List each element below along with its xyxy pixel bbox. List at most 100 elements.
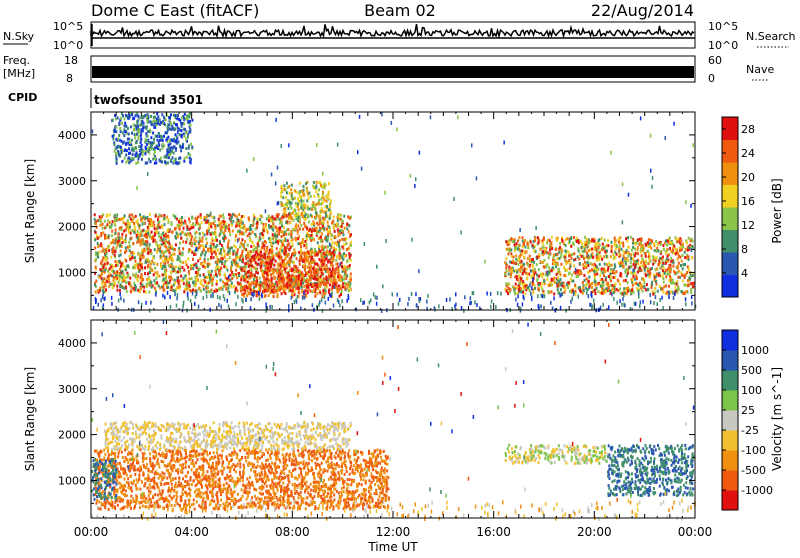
- power-echo-cell: [522, 236, 524, 239]
- power-echo-cell: [117, 281, 119, 284]
- power-echo-cell: [165, 250, 167, 253]
- power-echo-cell: [279, 228, 281, 231]
- power-echo-cell: [314, 248, 316, 251]
- power-echo-cell: [137, 154, 139, 157]
- power-echo-cell: [286, 284, 288, 287]
- power-echo-cell: [189, 277, 191, 280]
- power-echo-cell: [243, 279, 245, 282]
- power-echo-cell: [168, 246, 170, 249]
- power-echo-cell: [536, 255, 538, 258]
- power-echo-cell: [318, 195, 320, 198]
- power-echo-cell: [615, 239, 617, 242]
- power-echo-cell: [335, 267, 337, 270]
- power-echo-cell: [328, 226, 330, 229]
- power-echo-cell: [504, 273, 506, 276]
- power-echo-cell: [157, 249, 159, 252]
- power-echo-cell: [171, 125, 173, 128]
- power-echo-cell: [192, 258, 194, 261]
- power-echo-cell: [294, 293, 296, 296]
- power-echo-cell: [116, 261, 118, 264]
- power-echo-cell: [332, 268, 334, 271]
- power-echo-cell: [167, 241, 169, 244]
- power-echo-cell: [670, 290, 672, 293]
- power-echo-cell: [305, 252, 307, 255]
- power-echo-cell: [255, 227, 257, 230]
- power-echo-cell: [312, 275, 314, 278]
- power-echo-cell: [134, 256, 136, 259]
- power-echo-cell: [346, 248, 348, 251]
- power-echo-cell: [321, 207, 323, 210]
- power-echo-cell: [312, 267, 314, 270]
- power-echo-cell: [634, 242, 636, 245]
- power-echo-cell: [162, 273, 164, 276]
- power-echo-cell: [188, 217, 190, 220]
- power-echo-cell: [136, 277, 138, 280]
- power-echo-cell: [659, 267, 661, 270]
- power-echo-cell: [159, 249, 161, 252]
- power-echo-cell: [213, 246, 215, 249]
- power-echo-cell: [520, 266, 522, 269]
- power-echo-cell: [189, 120, 191, 123]
- power-echo-cell: [231, 246, 233, 249]
- power-echo-cell: [334, 282, 336, 285]
- power-echo-cell: [299, 221, 301, 224]
- power-echo-cell: [599, 263, 601, 266]
- power-echo-cell: [200, 290, 202, 293]
- power-echo-cell: [618, 249, 620, 252]
- power-echo-cell: [292, 212, 294, 215]
- power-echo-cell: [131, 229, 133, 232]
- power-echo-cell: [551, 236, 553, 239]
- power-echo-cell: [194, 232, 196, 235]
- power-echo-cell: [153, 138, 155, 141]
- power-echo-cell: [270, 273, 272, 276]
- power-echo-cell: [272, 222, 274, 225]
- power-echo-cell: [185, 222, 187, 225]
- power-echo-cell: [135, 273, 137, 276]
- power-echo-cell: [547, 291, 549, 294]
- power-echo-cell: [144, 152, 146, 155]
- power-echo-cell: [102, 247, 104, 250]
- power-echo-cell: [281, 217, 283, 220]
- power-echo-cell: [197, 259, 199, 262]
- power-echo-cell: [591, 263, 593, 266]
- power-echo-cell: [136, 141, 138, 144]
- power-echo-cell: [504, 261, 506, 264]
- power-echo-cell: [596, 273, 598, 276]
- power-echo-cell: [249, 232, 251, 235]
- power-echo-cell: [591, 252, 593, 255]
- power-echo-cell: [167, 258, 169, 261]
- power-echo-cell: [298, 200, 300, 203]
- power-echo-cell: [645, 288, 647, 291]
- power-echo-cell: [108, 277, 110, 280]
- power-echo-cell: [178, 279, 180, 282]
- power-echo-cell: [302, 228, 304, 231]
- power-echo-cell: [202, 265, 204, 268]
- power-echo-cell: [115, 126, 117, 129]
- power-echo-cell: [104, 220, 106, 223]
- power-echo-cell: [607, 239, 609, 242]
- power-echo-cell: [594, 283, 596, 286]
- power-echo-cell: [515, 283, 517, 286]
- power-echo-cell: [305, 256, 307, 259]
- power-echo-cell: [273, 264, 275, 267]
- power-echo-cell: [119, 289, 121, 292]
- power-echo-cell: [627, 259, 629, 262]
- power-echo-cell: [533, 250, 535, 253]
- power-echo-cell: [289, 284, 291, 287]
- power-echo-cell: [336, 222, 338, 225]
- power-echo-cell: [110, 241, 112, 244]
- power-echo-cell: [556, 237, 558, 240]
- power-echo-cell: [175, 237, 177, 240]
- power-echo-cell: [520, 290, 522, 293]
- power-echo-cell: [686, 290, 688, 293]
- power-echo-cell: [317, 253, 319, 256]
- power-echo-cell: [186, 238, 188, 241]
- power-echo-cell: [194, 242, 196, 245]
- power-echo-cell: [230, 218, 232, 221]
- power-echo-cell: [251, 265, 253, 268]
- power-echo-cell: [332, 241, 334, 244]
- power-echo-cell: [643, 281, 645, 284]
- power-echo-cell: [160, 121, 162, 124]
- power-echo-cell: [106, 280, 108, 283]
- power-echo-cell: [256, 291, 258, 294]
